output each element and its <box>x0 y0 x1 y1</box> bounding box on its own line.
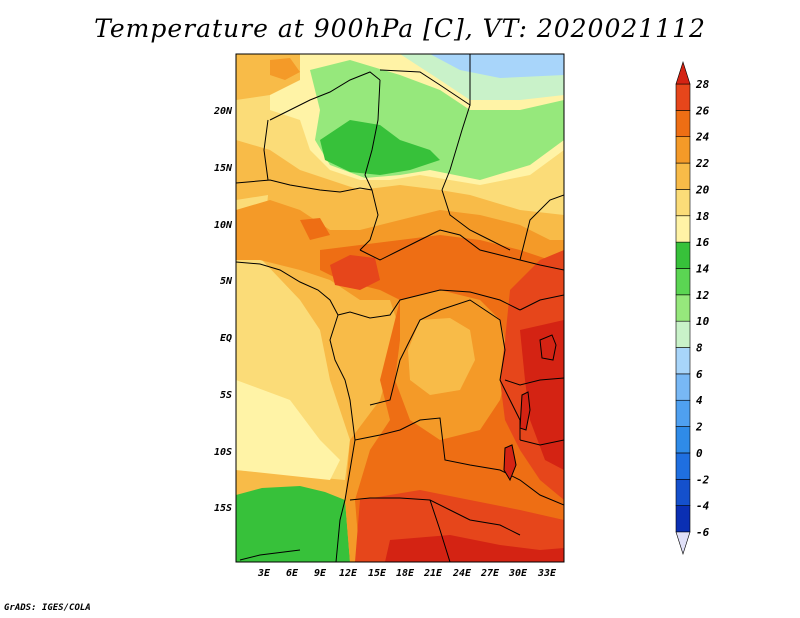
colorbar-bin <box>675 478 691 506</box>
lon-label: 24E <box>452 568 472 579</box>
colorbar-bin <box>675 83 691 111</box>
temperature-field <box>236 54 564 562</box>
colorbar-bin <box>675 347 691 375</box>
colorbar-bin <box>675 268 691 296</box>
colorbar-bin <box>675 399 691 427</box>
colorbar-label: 6 <box>696 368 703 381</box>
colorbar-bin <box>675 110 691 138</box>
credit-text: GrADS: IGES/COLA <box>4 603 91 613</box>
colorbar-bin <box>675 215 691 243</box>
colorbar-label: 22 <box>695 157 710 170</box>
colorbar-label: -4 <box>696 500 710 513</box>
colorbar-bin <box>675 241 691 269</box>
colorbar-bin <box>675 505 691 533</box>
colorbar-bin <box>675 294 691 322</box>
lon-label: 30E <box>508 568 528 579</box>
lakes <box>503 334 557 482</box>
lat-label: 10N <box>214 220 233 231</box>
colorbar-bin <box>675 189 691 217</box>
colorbar-label: 10 <box>696 315 710 328</box>
colorbar-label: 24 <box>695 131 710 144</box>
lon-label: 18E <box>396 568 415 579</box>
colorbar-label: 0 <box>696 447 703 460</box>
colorbar-bin <box>675 452 691 480</box>
colorbar-label: 4 <box>696 394 703 407</box>
lon-label: 12E <box>339 568 358 579</box>
colorbar-label: 14 <box>696 262 710 275</box>
colorbar-label: 18 <box>696 210 710 223</box>
lon-label: 9E <box>314 568 327 579</box>
colorbar-bin <box>675 162 691 190</box>
colorbar-label: 20 <box>695 183 710 196</box>
lat-label: 15N <box>214 163 233 174</box>
colorbar-label: 12 <box>696 289 710 302</box>
lon-label: 27E <box>480 568 500 579</box>
lat-labels: 20N 15N 10N 5N EQ 5S 10S 15S <box>213 106 233 514</box>
colorbar-label: 26 <box>695 104 710 117</box>
colorbar-bin <box>675 136 691 164</box>
lon-label: 21E <box>423 568 443 579</box>
colorbar-label: 8 <box>696 342 703 355</box>
lon-label: 15E <box>368 568 387 579</box>
lon-label: 33E <box>537 568 557 579</box>
colorbar-label: -2 <box>696 473 710 486</box>
colorbar-top-arrow <box>675 61 691 85</box>
lat-label: 10S <box>214 447 232 458</box>
colorbar-label: 28 <box>695 78 710 91</box>
lat-label: 20N <box>213 106 233 117</box>
map-title: Temperature at 900hPa [C], VT: 202002111… <box>94 14 706 43</box>
colorbar-bottom-arrow <box>675 531 691 555</box>
colorbar-bin <box>675 320 691 348</box>
lat-label: EQ <box>220 333 232 344</box>
lat-label: 15S <box>214 503 232 514</box>
lon-labels: 3E 6E 9E 12E 15E 18E 21E 24E 27E 30E 33E <box>257 568 557 579</box>
lon-label: 6E <box>286 568 299 579</box>
colorbar-label: 2 <box>695 421 703 434</box>
colorbar-bin <box>675 426 691 454</box>
map-frame <box>235 53 565 563</box>
lat-label: 5S <box>220 390 232 401</box>
lat-label: 5N <box>220 276 233 287</box>
colorbar-bin <box>675 373 691 401</box>
colorbar-label: -6 <box>696 526 710 539</box>
country-borders <box>236 54 564 562</box>
lon-label: 3E <box>257 568 271 579</box>
colorbar-label: 16 <box>696 236 710 249</box>
